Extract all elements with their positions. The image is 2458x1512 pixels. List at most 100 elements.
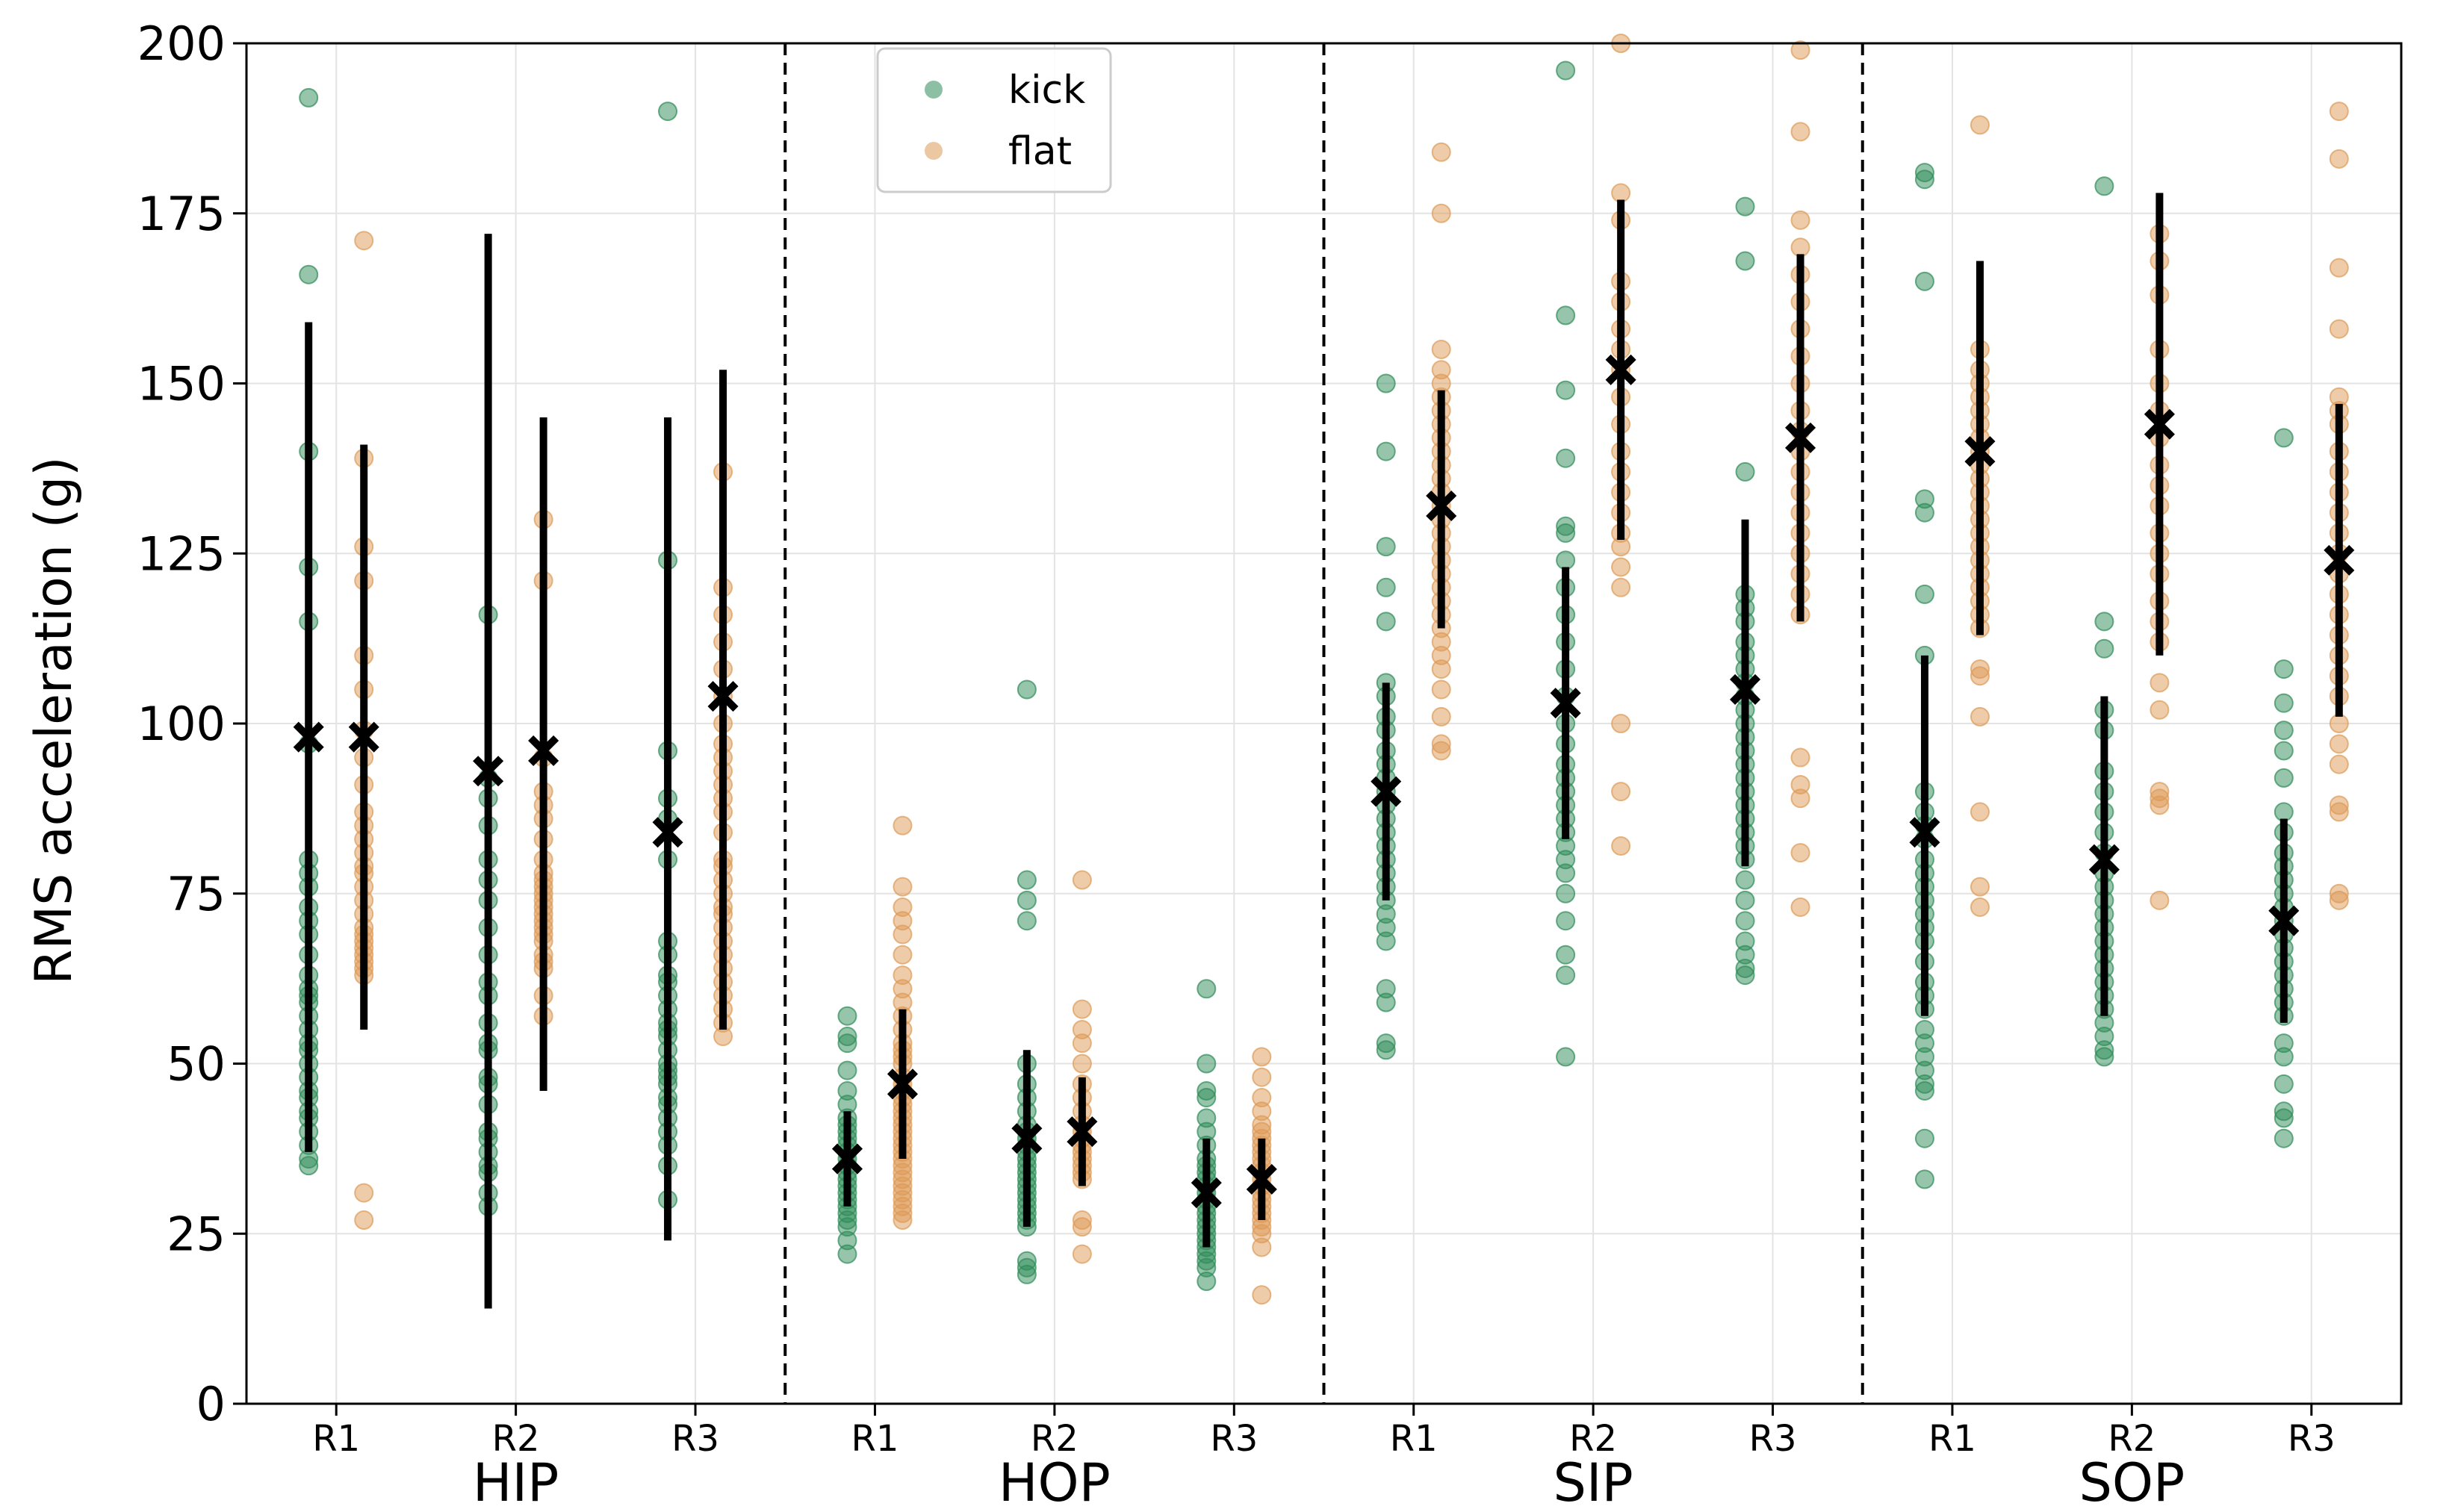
y-tick-label: 150	[137, 357, 226, 411]
kick-mean-marker	[1191, 1177, 1222, 1209]
axes: 0 25 50 75 100 125 150 175 200 HIP R1 R2 R3 HOP R1 R2 R3…	[137, 16, 2403, 1512]
run-label: R2	[2108, 1418, 2156, 1460]
legend-flat-label: flat	[1008, 129, 1072, 174]
flat-point	[1431, 659, 1451, 679]
flat-mean-marker	[1426, 490, 1457, 522]
flat-mean-marker	[1246, 1163, 1277, 1195]
flat-point	[1611, 577, 1631, 597]
kick-mean-marker	[2088, 844, 2120, 875]
kick-point	[1376, 992, 1396, 1012]
flat-point	[1252, 1285, 1272, 1305]
flat-point	[713, 1027, 733, 1047]
kick-point	[2274, 693, 2294, 713]
flat-point	[1970, 706, 1990, 727]
flat-point	[893, 924, 913, 945]
kick-point	[2094, 1047, 2114, 1067]
kick-point	[1914, 584, 1934, 604]
kick-point	[1556, 911, 1576, 931]
flat-point	[1072, 1244, 1092, 1264]
y-tick-label: 50	[167, 1037, 226, 1092]
kick-mean-marker	[1909, 817, 1940, 848]
kick-mean-marker	[2268, 905, 2300, 936]
flat-mean-marker	[707, 681, 739, 712]
kick-point	[1556, 965, 1576, 986]
kick-point	[2094, 176, 2114, 196]
kick-point	[1376, 577, 1396, 597]
flat-point	[2329, 319, 2349, 339]
flat-point	[1611, 782, 1631, 802]
kick-point	[2274, 768, 2294, 788]
kick-mean-marker	[831, 1143, 863, 1175]
flat-point	[1790, 237, 1810, 258]
kick-point	[1914, 1128, 1934, 1148]
run-label: R1	[1390, 1418, 1438, 1460]
flat-point	[1970, 666, 1990, 686]
kick-point	[1017, 679, 1037, 700]
flat-point	[893, 1210, 913, 1231]
flat-point	[1790, 122, 1810, 142]
flat-point	[1072, 1217, 1092, 1237]
kick-mean-marker	[1371, 776, 1402, 807]
kick-point	[2094, 638, 2114, 659]
kick-point	[1556, 945, 1576, 965]
flat-point	[1970, 897, 1990, 917]
run-label: R1	[1928, 1418, 1976, 1460]
run-label: R2	[492, 1418, 540, 1460]
kick-mean-marker	[652, 817, 683, 848]
run-label: R3	[671, 1418, 719, 1460]
kick-point	[2274, 802, 2294, 822]
kick-point	[837, 1060, 857, 1080]
flat-point	[1611, 537, 1631, 557]
flat-point	[2150, 795, 2170, 815]
kick-point	[1914, 271, 1934, 291]
y-tick-label: 0	[196, 1377, 226, 1431]
legend-flat-marker	[925, 142, 943, 160]
kick-point	[2274, 721, 2294, 741]
kick-point	[1556, 523, 1576, 543]
kick-point	[2274, 1108, 2294, 1128]
kick-point	[2274, 1074, 2294, 1094]
flat-point	[354, 231, 374, 251]
kick-point	[1197, 1272, 1217, 1292]
y-tick-label: 175	[137, 187, 226, 241]
flat-point	[1072, 1054, 1092, 1074]
flat-point	[354, 1183, 374, 1203]
flat-point	[2329, 102, 2349, 122]
kick-point	[1735, 461, 1755, 482]
kick-mean-marker	[293, 721, 324, 753]
flat-mean-marker	[2144, 408, 2175, 440]
flat-point	[1431, 706, 1451, 727]
flat-point	[2329, 149, 2349, 169]
kick-point	[299, 264, 319, 284]
flat-point	[2329, 754, 2349, 774]
flat-point	[2329, 258, 2349, 278]
flat-point	[1072, 870, 1092, 890]
flat-point	[1611, 183, 1631, 203]
kick-point	[2274, 741, 2294, 761]
flat-point	[2329, 734, 2349, 754]
flat-point	[1072, 999, 1092, 1019]
flat-point	[2150, 700, 2170, 720]
run-label: R1	[851, 1418, 899, 1460]
flat-point	[2150, 673, 2170, 693]
flat-point	[1970, 802, 1990, 822]
kick-point	[1556, 863, 1576, 883]
kick-point	[837, 1033, 857, 1054]
kick-point	[2274, 1128, 2294, 1148]
kick-point	[1735, 911, 1755, 931]
kick-point	[1556, 380, 1576, 400]
flat-point	[1431, 339, 1451, 359]
y-axis-label: RMS acceleration (g)	[25, 456, 84, 984]
flat-point	[2329, 802, 2349, 822]
flat-point	[1431, 142, 1451, 162]
flat-point	[893, 877, 913, 897]
kick-point	[1376, 931, 1396, 951]
flat-mean-marker	[1605, 354, 1636, 385]
kick-point	[1914, 1169, 1934, 1189]
run-label: R2	[1031, 1418, 1079, 1460]
kick-point	[1556, 550, 1576, 570]
flat-point	[1790, 843, 1810, 863]
kick-point	[1735, 196, 1755, 217]
